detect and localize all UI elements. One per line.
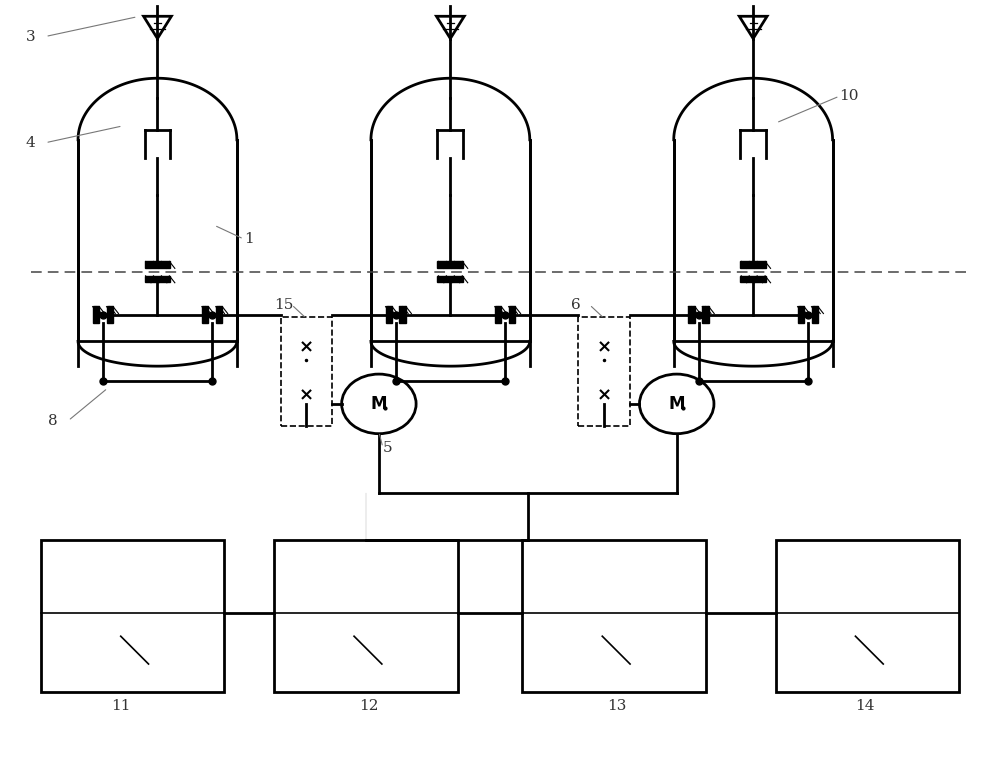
Text: 8: 8 [48,414,58,428]
Bar [812,306,818,324]
Text: 11: 11 [111,698,130,712]
Text: ×: × [597,338,612,356]
Bar [386,306,392,324]
Bar [216,306,222,324]
Polygon shape [144,16,171,39]
Bar [41,540,224,692]
Bar [776,540,959,692]
Bar [740,275,766,282]
Bar [740,262,766,268]
Text: M: M [668,395,685,413]
Text: 10: 10 [840,89,859,103]
Text: ×: × [597,386,612,404]
Bar [399,306,406,324]
Bar [274,540,458,692]
Text: 1: 1 [244,232,254,246]
Text: ×: × [299,338,314,356]
Bar [798,306,804,324]
Text: 5: 5 [383,441,392,455]
Bar [202,306,208,324]
Text: 12: 12 [359,698,379,712]
Text: 14: 14 [855,698,875,712]
Text: 15: 15 [274,298,293,312]
Bar [702,306,709,324]
Polygon shape [739,16,767,39]
Bar [281,317,332,426]
Bar [688,306,695,324]
Bar [495,306,501,324]
Text: 13: 13 [607,698,627,712]
Text: M: M [371,395,387,413]
Bar [107,306,113,324]
Bar [145,262,170,268]
Text: 6: 6 [571,298,581,312]
Bar [522,540,706,692]
Bar [437,262,463,268]
Bar [509,306,515,324]
Text: 3: 3 [25,29,35,43]
Text: 4: 4 [25,136,35,150]
Text: ×: × [299,386,314,404]
Bar [93,306,99,324]
Polygon shape [436,16,464,39]
Bar [437,275,463,282]
Bar [578,317,630,426]
Bar [145,275,170,282]
